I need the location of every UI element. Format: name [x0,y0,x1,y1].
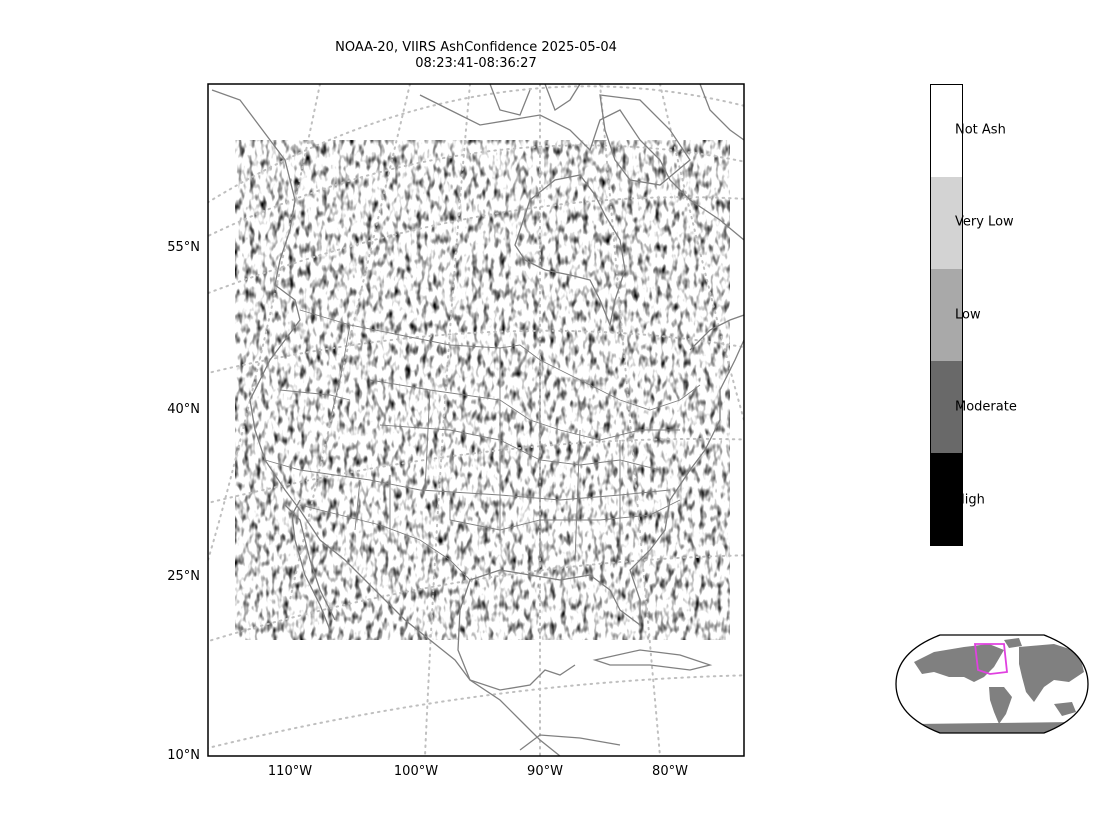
map-plot-area [208,84,744,756]
map-title-line1: NOAA-20, VIIRS AshConfidence 2025-05-04 [335,40,617,55]
ash-region-north [390,240,450,360]
state-borders [369,379,680,441]
colorbar-segment-low [931,269,962,361]
colorbar-label-low: Low [955,307,981,323]
baja-peninsula [284,504,336,621]
coastlines [211,84,744,756]
globe-land [914,638,1084,733]
cuba-outline [592,649,713,671]
antarctica-shape [914,722,1074,733]
eurasia-africa-shape [1019,644,1084,702]
parallel-line [208,144,744,238]
us-canada-border [299,309,521,349]
colorbar-label-moderate: Moderate [955,399,1017,415]
political-borders [264,309,701,581]
meridian-line [659,84,744,421]
map-title: NOAA-20, VIIRS AshConfidence 2025-05-04 … [208,40,744,72]
colorbar-segment-very-low [931,177,962,269]
australia-shape [1054,702,1076,716]
parallel-line [208,85,744,204]
meridian-line [424,84,471,756]
gulf-atlantic-coast [469,339,744,627]
parallel-line [208,329,744,375]
colorbar-label-very-low: Very Low [955,214,1014,230]
central-america-coast [519,734,621,751]
colorbar [930,84,963,546]
colorbar-segment-not-ash [931,85,962,177]
ash-region-gulf [440,520,600,640]
south-america-shape [989,687,1012,724]
ash-region-baja [235,485,305,595]
great-lakes-border [519,344,701,411]
globe-outline [895,634,1089,734]
us-mexico-border [299,504,471,581]
parallel-line [208,196,744,295]
lat-tick-label: 40°N [167,402,200,417]
colorbar-segment-high [931,453,962,545]
lat-tick-label: 10°N [167,748,200,763]
map-frame [207,83,745,757]
ash-region-east [650,180,730,280]
ash-field [235,140,730,640]
state-borders [354,348,621,561]
meridian-line [208,84,321,561]
mexico-gulf-coast [457,579,576,691]
ash-region-lakes [520,350,600,410]
arctic-coast [419,94,744,241]
ash-region-south [380,400,480,540]
ash-region-canada [390,140,470,220]
lat-tick-label: 25°N [167,569,200,584]
greenland-edge [699,84,744,141]
lon-tick-label: 100°W [393,764,439,779]
map-title-line2: 08:23:41-08:36:27 [415,56,537,71]
west-coast [211,89,561,756]
greenland-shape [1004,638,1022,648]
north-america-shape [914,644,1004,682]
meridian-line [599,84,661,756]
extent-box [973,643,1008,675]
lat-tick-label: 55°N [167,240,200,255]
colorbar-segment-moderate [931,361,962,453]
hudson-bay [514,174,626,328]
nova-scotia [689,314,744,351]
state-borders [449,499,681,531]
state-borders [264,324,671,501]
lon-tick-label: 90°W [527,764,563,779]
colorbar-label-high: High [955,492,985,508]
baja-inner-coast [291,499,331,631]
lon-tick-label: 110°W [267,764,313,779]
parallel-line [208,554,744,643]
parallel-line [208,437,744,504]
parallel-line [208,674,744,750]
globe-inset [895,634,1089,734]
lon-tick-label: 80°W [652,764,688,779]
colorbar-label-not-ash: Not Ash [955,122,1006,138]
arctic-islands [489,84,691,186]
